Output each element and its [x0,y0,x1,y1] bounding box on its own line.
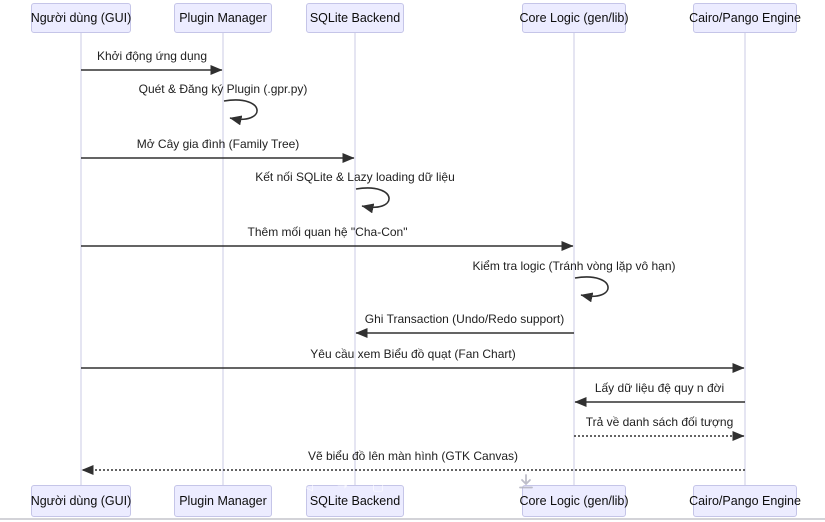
actor-box-top-3: Core Logic (gen/lib) [519,3,629,33]
message-label: Yêu cầu xem Biểu đồ quạt (Fan Chart) [310,347,516,361]
message-label: Vẽ biểu đồ lên màn hình (GTK Canvas) [307,449,519,463]
actor-label: Core Logic (gen/lib) [519,11,629,25]
actor-label: SQLite Backend [309,11,401,25]
message-label: Quét & Đăng ký Plugin (.gpr.py) [138,82,308,96]
actor-box-top-4: Cairo/Pango Engine [689,3,801,33]
step-back-icon[interactable]: ◁ [303,478,313,493]
message-label: Thêm mối quan hệ "Cha-Con" [247,225,408,239]
actor-label: Người dùng (GUI) [30,11,132,25]
message-label: Mở Cây gia đình (Family Tree) [136,137,300,151]
viewport-bottom-edge [0,518,825,520]
actor-label: Người dùng (GUI) [30,494,132,508]
message-label: Kết nối SQLite & Lazy loading dữ liệu [255,170,455,184]
actor-label: Cairo/Pango Engine [689,11,801,25]
actor-box-bottom-1: Plugin Manager [174,485,272,517]
actor-box-bottom-2: SQLite Backend [306,485,404,517]
message-label: Khởi động ứng dụng [97,49,207,63]
message-label: Kiểm tra logic (Tránh vòng lặp vô hạn) [472,259,676,273]
arrow-right-icon[interactable]: ➝ [337,478,348,493]
actor-label: Plugin Manager [179,11,267,25]
message-label: Ghi Transaction (Undo/Redo support) [364,312,565,326]
actor-box-top-0: Người dùng (GUI) [31,3,131,33]
actor-box-bottom-4: Cairo/Pango Engine [689,485,801,517]
download-icon[interactable] [516,473,536,490]
actor-box-top-1: Plugin Manager [174,3,272,33]
actor-label: SQLite Backend [309,494,401,508]
actor-box-bottom-3: Core Logic (gen/lib) [519,485,629,517]
message-label: Trả về danh sách đối tượng [585,415,734,429]
frame-icon[interactable]: ▢ [371,478,385,493]
actor-label: Plugin Manager [179,494,267,508]
actor-box-bottom-0: Người dùng (GUI) [31,485,131,517]
ghost-toolbar: ◁ ➝ ▢ [303,477,403,495]
actor-label: Cairo/Pango Engine [689,494,801,508]
actor-box-top-2: SQLite Backend [306,3,404,33]
message-label: Lấy dữ liệu đệ quy n đời [594,381,725,395]
actor-label: Core Logic (gen/lib) [519,494,629,508]
